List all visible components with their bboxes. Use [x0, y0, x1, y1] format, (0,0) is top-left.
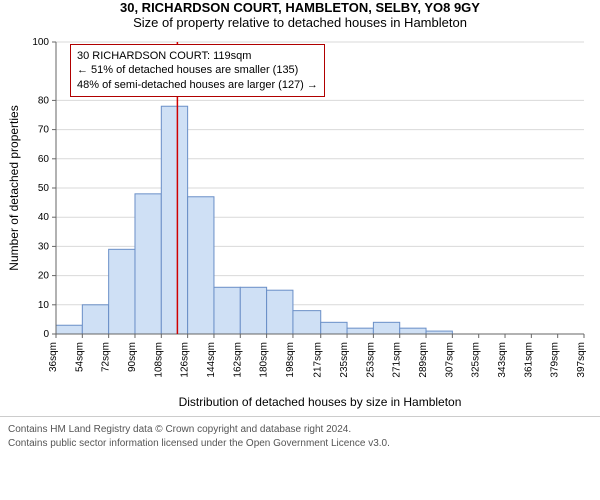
x-tick-label: 271sqm: [392, 342, 403, 378]
x-tick-label: 90sqm: [127, 342, 138, 372]
svg-text:20: 20: [38, 271, 50, 282]
y-axis-label: Number of detached properties: [7, 105, 21, 270]
histogram-bar: [293, 311, 321, 334]
x-tick-label: 289sqm: [418, 342, 429, 378]
x-tick-label: 126sqm: [180, 342, 191, 378]
histogram-bar: [267, 290, 293, 334]
x-tick-label: 72sqm: [101, 342, 112, 372]
x-tick-label: 198sqm: [285, 342, 296, 378]
x-tick-label: 307sqm: [444, 342, 455, 378]
footer: Contains HM Land Registry data © Crown c…: [0, 416, 600, 450]
x-tick-label: 108sqm: [153, 342, 164, 378]
page-title: 30, RICHARDSON COURT, HAMBLETON, SELBY, …: [0, 0, 600, 15]
x-tick-label: 235sqm: [339, 342, 350, 378]
x-tick-label: 180sqm: [259, 342, 270, 378]
svg-text:60: 60: [38, 154, 50, 165]
x-tick-label: 253sqm: [365, 342, 376, 378]
x-tick-label: 325sqm: [471, 342, 482, 378]
x-tick-label: 36sqm: [48, 342, 59, 372]
page-subtitle: Size of property relative to detached ho…: [0, 15, 600, 30]
info-box-line-3: 48% of semi-detached houses are larger (…: [77, 78, 318, 92]
info-box-line-2: ← 51% of detached houses are smaller (13…: [77, 63, 318, 77]
histogram-bar: [214, 287, 240, 334]
footer-line-2: Contains public sector information licen…: [8, 437, 592, 451]
svg-text:30: 30: [38, 241, 50, 252]
x-tick-label: 361sqm: [523, 342, 534, 378]
histogram-bar: [135, 194, 161, 334]
x-tick-label: 343sqm: [497, 342, 508, 378]
svg-text:100: 100: [32, 37, 49, 48]
svg-text:40: 40: [38, 212, 50, 223]
histogram-bar: [321, 322, 347, 334]
footer-line-1: Contains HM Land Registry data © Crown c…: [8, 423, 592, 437]
histogram-bar: [161, 106, 187, 334]
svg-text:0: 0: [43, 329, 49, 340]
x-tick-label: 144sqm: [206, 342, 217, 378]
x-axis-label: Distribution of detached houses by size …: [179, 395, 462, 409]
svg-text:80: 80: [38, 95, 50, 106]
x-tick-label: 379sqm: [550, 342, 561, 378]
svg-text:10: 10: [38, 300, 50, 311]
chart-area: 0 10 20 30 40 50 60 70 80 100 36sqm 54sqm 72sqm 90sqm…: [0, 36, 600, 416]
x-tick-label: 397sqm: [576, 342, 587, 378]
histogram-bar: [347, 328, 373, 334]
info-box-line-1: 30 RICHARDSON COURT: 119sqm: [77, 49, 318, 63]
histogram-bar: [188, 197, 214, 334]
x-tick-label: 54sqm: [74, 342, 85, 372]
x-tick-label: 162sqm: [232, 342, 243, 378]
histogram-bar: [82, 305, 108, 334]
svg-text:70: 70: [38, 125, 50, 136]
histogram-bar: [373, 322, 399, 334]
x-tick-label: 217sqm: [313, 342, 324, 378]
info-box: 30 RICHARDSON COURT: 119sqm ← 51% of det…: [70, 44, 325, 97]
histogram-bar: [400, 328, 426, 334]
histogram-bar: [56, 325, 82, 334]
svg-text:50: 50: [38, 183, 50, 194]
histogram-bar: [240, 287, 266, 334]
histogram-bar: [109, 249, 135, 334]
